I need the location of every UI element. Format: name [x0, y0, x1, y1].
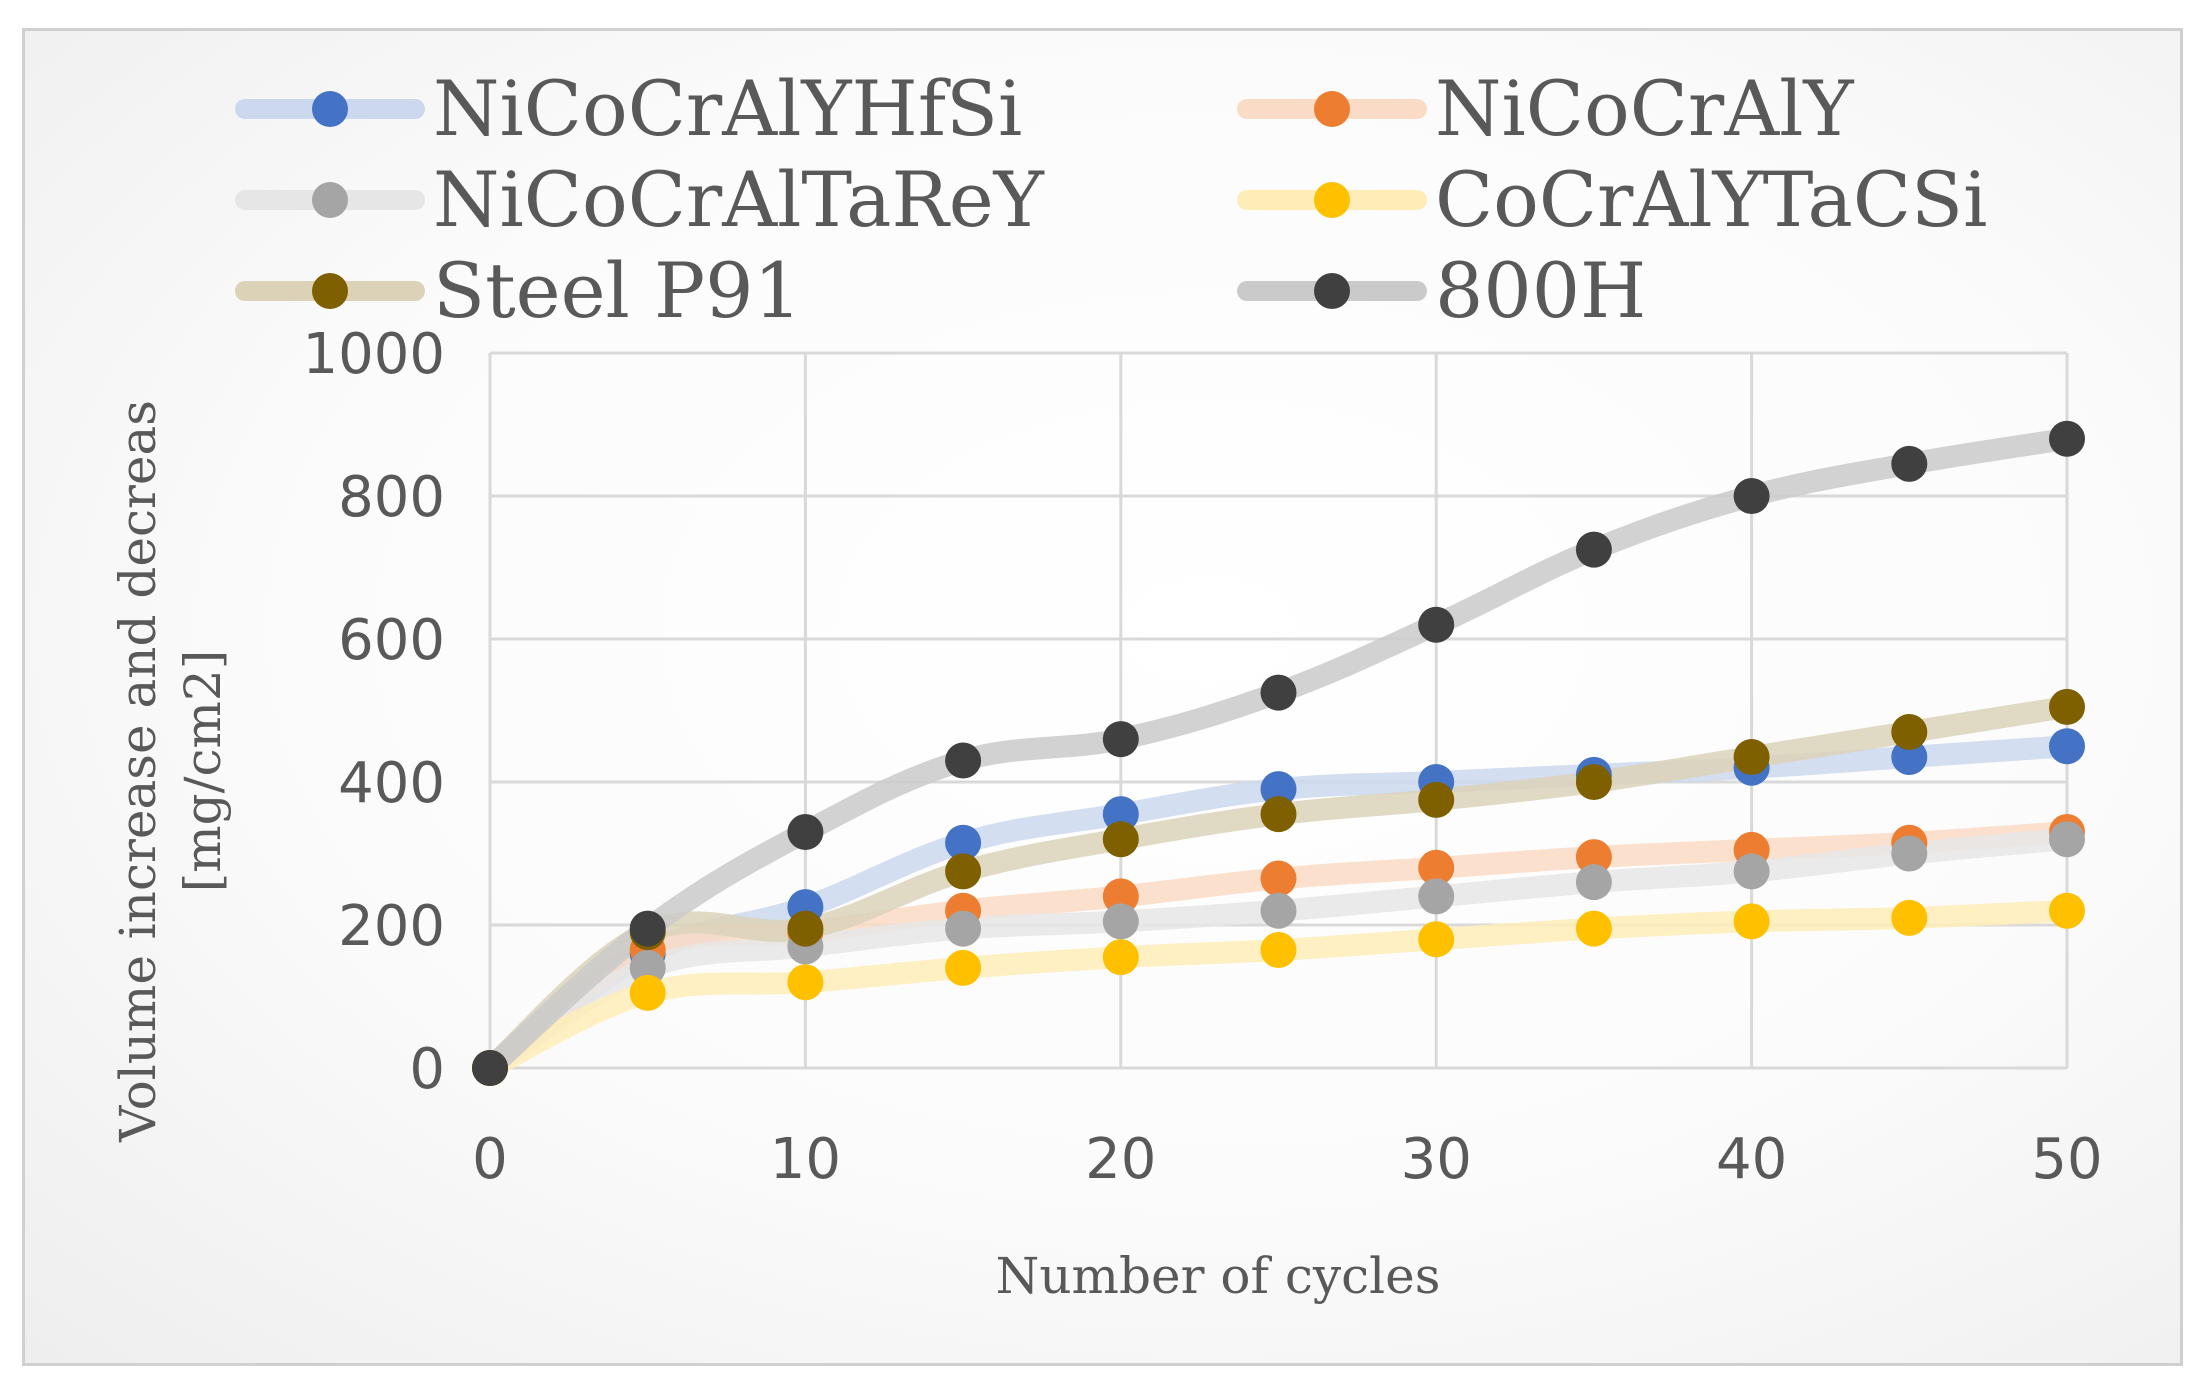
data-point-nicocraly: [1575, 839, 1612, 876]
data-point-nicocraly: [1260, 860, 1297, 897]
data-point-800h: [472, 1050, 508, 1086]
x-tick-label: 40: [1716, 1127, 1787, 1192]
data-point-steel-p91: [2049, 688, 2085, 725]
data-point-cocralytacsi: [1260, 932, 1297, 969]
x-tick-label: 50: [2031, 1127, 2102, 1192]
legend-label: NiCoCrAlTaReY: [433, 155, 1045, 244]
data-point-800h: [1260, 674, 1297, 711]
legend-item-nicocralyhfsi: NiCoCrAlYHfSi: [235, 64, 1022, 153]
y-axis-title: Volume increase and decreas [mg/cm2]: [109, 400, 232, 1143]
legend-item-nicocraltarey: NiCoCrAlTaReY: [235, 155, 1045, 244]
data-point-steel-p91: [1733, 738, 1770, 775]
data-point-cocralytacsi: [1733, 903, 1770, 940]
legend-label: NiCoCrAlY: [1435, 64, 1854, 153]
data-point-steel-p91: [1260, 796, 1297, 833]
x-tick-label: 0: [472, 1127, 508, 1192]
legend-label: CoCrAlYTaCSi: [1435, 155, 1987, 244]
x-axis-title: Number of cycles: [996, 1247, 1441, 1305]
data-point-800h: [2049, 420, 2085, 457]
x-tick-label: 20: [1085, 1127, 1156, 1192]
data-point-nicocralyhfsi: [1260, 771, 1297, 808]
data-point-cocralytacsi: [1418, 921, 1455, 958]
data-point-steel-p91: [1575, 764, 1612, 800]
data-point-steel-p91: [1891, 713, 1928, 750]
legend-item-cocralytacsi: CoCrAlYTaCSi: [1237, 155, 1987, 244]
legend-marker: [312, 182, 348, 218]
data-point-nicocraly: [1418, 849, 1455, 886]
data-point-nicocralyhfsi: [1891, 738, 1928, 775]
data-point-800h: [787, 814, 824, 851]
data-point-cocralytacsi: [1102, 939, 1139, 976]
y-axis-title-line1: Volume increase and decreas: [109, 400, 167, 1143]
y-tick-label: 200: [338, 894, 445, 959]
data-point-cocralytacsi: [787, 964, 824, 1001]
y-tick-label: 600: [338, 608, 445, 673]
legend-marker: [1314, 91, 1350, 127]
data-point-800h: [1891, 445, 1928, 482]
data-point-cocralytacsi: [945, 949, 982, 986]
data-point-nicocraltarey: [1575, 864, 1612, 901]
legend-marker: [312, 91, 348, 127]
series-points: [472, 420, 2085, 1086]
data-point-nicocraly: [1102, 878, 1139, 915]
legend-label: Steel P91: [433, 246, 802, 335]
legend-marker: [312, 273, 348, 309]
data-point-cocralytacsi: [1575, 910, 1612, 947]
data-point-nicocraltarey: [1102, 903, 1139, 940]
legend: NiCoCrAlYHfSi NiCoCrAlY NiCoCrAlTaReY CoCrA…: [235, 64, 1987, 335]
data-point-nicocraltarey: [1733, 853, 1770, 890]
y-tick-label: 800: [338, 465, 445, 530]
series-lines: [479, 427, 2078, 1079]
data-point-800h: [1575, 531, 1612, 568]
data-point-800h: [1733, 478, 1770, 514]
data-point-nicocraltarey: [1418, 878, 1455, 915]
data-point-steel-p91: [945, 853, 982, 890]
x-tick-label: 10: [770, 1127, 841, 1192]
legend-marker: [1314, 273, 1350, 309]
data-point-800h: [1102, 721, 1139, 758]
data-point-800h: [1418, 606, 1455, 643]
data-point-cocralytacsi: [1891, 899, 1928, 936]
data-point-steel-p91: [1102, 821, 1139, 858]
data-point-nicocralyhfsi: [1102, 796, 1139, 833]
data-point-steel-p91: [787, 910, 824, 947]
data-point-nicocraltarey: [1891, 835, 1928, 872]
data-point-nicocraltarey: [629, 949, 666, 986]
chart-frame: 0 200 400 600 800 1000 0 10 20 30 40 50 NiCoCrAlYHf…: [22, 28, 2183, 1366]
data-point-nicocralyhfsi: [2049, 728, 2085, 765]
data-point-800h: [629, 910, 666, 947]
data-point-nicocraltarey: [1260, 892, 1297, 929]
data-point-cocralytacsi: [2049, 892, 2085, 929]
data-point-800h: [945, 742, 982, 779]
data-point-nicocralyhfsi: [945, 824, 982, 861]
line-chart: 0 200 400 600 800 1000 0 10 20 30 40 50 NiCoCrAlYHf…: [109, 64, 2103, 1305]
y-axis-title-line2: [mg/cm2]: [174, 650, 232, 893]
tick-labels: 0 200 400 600 800 1000 0 10 20 30 40 50: [302, 322, 2102, 1192]
data-point-cocralytacsi: [629, 974, 666, 1011]
legend-label: 800H: [1435, 246, 1646, 335]
y-tick-label: 1000: [302, 322, 445, 387]
x-tick-label: 30: [1401, 1127, 1472, 1192]
legend-item-nicocraly: NiCoCrAlY: [1237, 64, 1854, 153]
data-point-steel-p91: [1418, 781, 1455, 818]
data-point-nicocraltarey: [945, 910, 982, 947]
legend-item-800h: 800H: [1237, 246, 1646, 335]
legend-marker: [1314, 182, 1350, 218]
legend-label: NiCoCrAlYHfSi: [433, 64, 1022, 153]
y-tick-label: 0: [409, 1037, 445, 1102]
data-point-nicocraltarey: [2049, 821, 2085, 858]
y-tick-label: 400: [338, 751, 445, 816]
legend-item-steel-p91: Steel P91: [235, 246, 802, 335]
